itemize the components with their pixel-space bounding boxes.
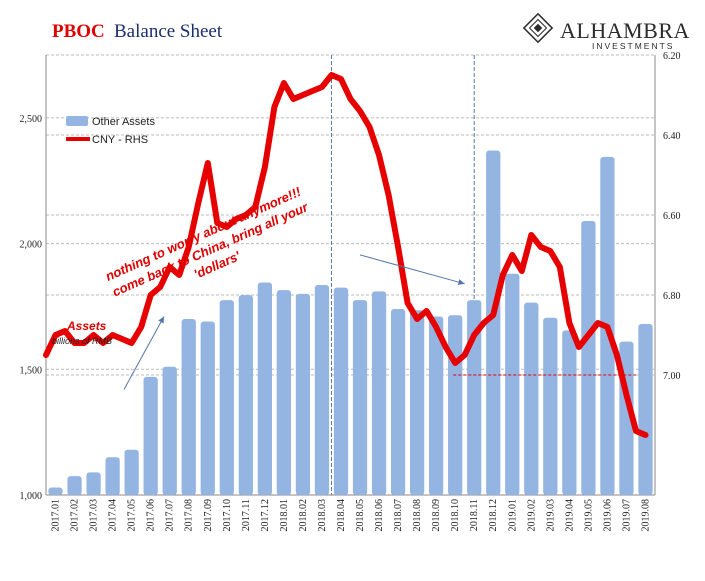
x-tick-label: 2018.10 xyxy=(450,499,461,532)
bar-2019.04 xyxy=(562,330,577,495)
x-tick-label: 2017.08 xyxy=(184,499,195,532)
x-tick-label: 2017.02 xyxy=(70,499,81,532)
x-tick-label: 2019.02 xyxy=(526,499,537,532)
annotation-arrows xyxy=(123,254,465,390)
bar-2017.11 xyxy=(238,295,253,495)
annotation-line-2: come back to China, bring all your xyxy=(110,199,311,299)
alhambra-logo-icon xyxy=(522,12,554,44)
legend: Other Assets CNY - RHS xyxy=(66,116,155,146)
arrow-shaft xyxy=(123,316,165,390)
legend-label-line: CNY - RHS xyxy=(92,134,148,146)
x-tick-label: 2018.01 xyxy=(279,499,290,532)
x-tick-label: 2018.08 xyxy=(412,499,423,532)
x-tick-label: 2018.07 xyxy=(393,499,404,532)
x-tick-label: 2018.05 xyxy=(355,499,366,532)
x-tick-label: 2019.08 xyxy=(640,499,651,532)
bar-2018.07 xyxy=(390,308,406,495)
bar-2018.03 xyxy=(314,285,330,495)
bar-2017.12 xyxy=(257,282,272,495)
y-axis-right: 6.20 6.40 6.60 6.80 7.00 xyxy=(663,51,681,382)
bar-2017.03 xyxy=(86,472,101,495)
bar-2018.01 xyxy=(276,290,292,495)
bar-2019.03 xyxy=(543,317,558,495)
x-tick-label: 2018.11 xyxy=(469,499,480,531)
y-right-tick-label: 6.20 xyxy=(663,51,681,62)
x-tick-label: 2019.03 xyxy=(545,499,556,532)
bar-2017.04 xyxy=(105,457,120,495)
units-label: billions of RMB xyxy=(52,336,112,346)
bar-2018.09 xyxy=(429,316,444,495)
y-right-tick-label: 6.80 xyxy=(663,291,681,302)
bar-2018.02 xyxy=(295,293,311,495)
bar-2019.08 xyxy=(638,324,653,495)
bar-2019.05 xyxy=(581,220,596,495)
bar-2017.10 xyxy=(219,300,234,495)
y-left-tick-label: 1,000 xyxy=(20,491,43,502)
x-tick-label: 2017.05 xyxy=(127,499,138,532)
x-tick-label: 2017.03 xyxy=(89,499,100,532)
assets-label: Assets xyxy=(66,319,107,333)
x-tick-label: 2018.06 xyxy=(374,499,385,532)
x-tick-label: 2018.03 xyxy=(317,499,328,532)
legend-swatch-bars xyxy=(66,116,88,126)
x-tick-label: 2017.12 xyxy=(260,499,271,532)
line-cny xyxy=(43,72,649,438)
y-left-tick-label: 1,500 xyxy=(20,365,43,376)
x-tick-label: 2017.04 xyxy=(108,499,119,532)
bar-2018.10 xyxy=(448,315,463,495)
arrow-head xyxy=(158,316,164,324)
chart-title-balance-sheet: Balance Sheet xyxy=(114,21,223,42)
bar-2017.05 xyxy=(124,449,139,495)
x-tick-label: 2018.12 xyxy=(488,499,499,532)
x-tick-label: 2018.02 xyxy=(298,499,309,532)
bar-2018.05 xyxy=(352,300,368,495)
bar-2018.04 xyxy=(333,287,349,495)
x-tick-label: 2019.01 xyxy=(507,499,518,532)
bar-2018.06 xyxy=(371,291,387,495)
y-right-tick-label: 6.60 xyxy=(663,211,681,222)
logo-subtitle: INVESTMENTS xyxy=(592,41,674,51)
bar-2017.09 xyxy=(200,321,215,495)
y-left-tick-label: 2,000 xyxy=(20,240,43,251)
x-tick-label: 2019.06 xyxy=(602,499,613,532)
chart-title-pboc: PBOC xyxy=(52,21,105,42)
x-tick-label: 2017.11 xyxy=(241,499,252,531)
bars-other-assets xyxy=(48,150,653,496)
y-right-tick-label: 6.40 xyxy=(663,131,681,142)
bar-2017.08 xyxy=(181,319,196,495)
x-tick-label: 2019.07 xyxy=(621,499,632,532)
bar-2017.01 xyxy=(48,487,63,495)
bar-2019.02 xyxy=(524,302,539,495)
x-tick-label: 2017.09 xyxy=(203,499,214,532)
y-right-tick-label: 7.00 xyxy=(663,371,681,382)
x-tick-label: 2017.07 xyxy=(165,499,176,532)
x-tick-label: 2017.10 xyxy=(222,499,233,532)
bar-2017.07 xyxy=(162,366,177,495)
x-tick-label: 2019.04 xyxy=(564,499,575,532)
series-line-cny xyxy=(43,72,649,438)
bar-2017.06 xyxy=(143,376,158,495)
logo-name: ALHAMBRA xyxy=(560,18,690,43)
y-axis-left: 1,000 1,500 2,000 2,500 xyxy=(20,114,43,502)
legend-label-bars: Other Assets xyxy=(92,116,155,128)
y-left-tick-label: 2,500 xyxy=(20,114,43,125)
x-tick-label: 2018.04 xyxy=(336,499,347,532)
x-axis: 2017.01 2017.02 2017.03 2017.04 2017.05 2017.… xyxy=(51,499,652,532)
bar-2017.02 xyxy=(67,476,82,495)
arrow-head xyxy=(457,279,465,286)
x-tick-label: 2017.01 xyxy=(51,499,62,532)
bar-2018.08 xyxy=(409,310,425,495)
x-tick-label: 2019.05 xyxy=(583,499,594,532)
x-tick-label: 2017.06 xyxy=(146,499,157,532)
x-tick-label: 2018.09 xyxy=(431,499,442,532)
bar-2018.12 xyxy=(486,150,501,496)
arrow-shaft xyxy=(359,254,465,285)
bar-2019.01 xyxy=(505,273,520,495)
